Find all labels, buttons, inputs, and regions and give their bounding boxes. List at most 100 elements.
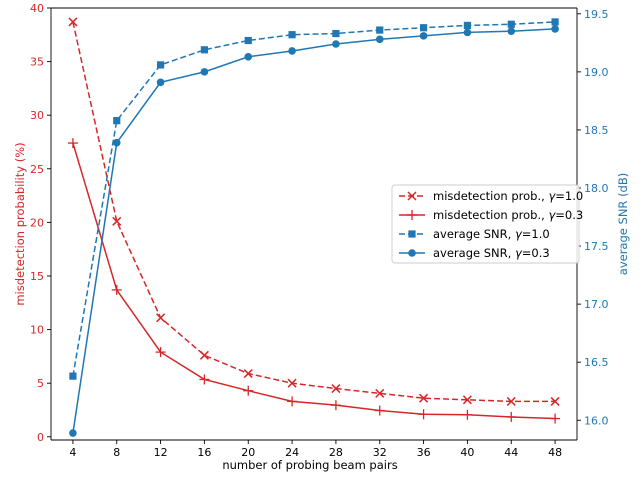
series-3-point xyxy=(288,31,296,39)
legend-marker xyxy=(408,249,416,257)
legend-marker xyxy=(408,230,416,238)
y-right-tick-label: 18.5 xyxy=(584,124,609,137)
legend: misdetection prob., γ=1.0 misdetection pr… xyxy=(391,184,583,264)
y-right-tick-label: 17.0 xyxy=(584,298,609,311)
series-1-point xyxy=(331,384,341,394)
legend-item-1: misdetection prob., γ=1.0 xyxy=(399,189,583,203)
series-4-point xyxy=(288,47,296,55)
y-axis-right: 16.0 16.5 17.0 17.5 18.0 18.5 19.0 19.5 xyxy=(577,8,609,427)
y-right-tick-label: 19.5 xyxy=(584,8,609,21)
legend-label: average SNR, γ=0.3 xyxy=(433,246,550,260)
series-2-point xyxy=(418,409,429,420)
x-axis-label: number of probing beam pairs xyxy=(222,458,397,472)
series-layer xyxy=(67,17,561,437)
plot-area xyxy=(50,7,578,441)
series-1-point xyxy=(375,388,385,398)
series-2-point xyxy=(330,400,341,411)
y-left-tick-label: 0 xyxy=(37,431,44,444)
series-1-point xyxy=(462,395,472,405)
series-4-point xyxy=(244,52,253,61)
series-3-point xyxy=(244,36,252,45)
series-4-point xyxy=(375,35,384,44)
series-4-point xyxy=(332,40,340,48)
x-tick-label: 12 xyxy=(154,446,168,459)
x-tick-label: 4 xyxy=(69,446,76,459)
series-2-point xyxy=(67,138,78,149)
series-3-point xyxy=(156,61,165,69)
series-1-line xyxy=(72,21,556,403)
y-left-tick-label: 15 xyxy=(30,270,44,283)
series-2-point xyxy=(287,396,298,407)
series-1-point xyxy=(550,396,560,406)
series-2-point xyxy=(462,409,473,420)
series-4-point xyxy=(419,32,428,40)
series-1-point xyxy=(68,17,78,27)
series-2-point xyxy=(111,284,122,295)
series-2-point xyxy=(550,413,561,424)
series-1 xyxy=(68,17,560,406)
series-3-point xyxy=(419,24,428,32)
legend-marker xyxy=(407,191,417,201)
y-left-tick-label: 40 xyxy=(30,2,44,15)
series-3-point xyxy=(69,372,77,380)
series-3-point xyxy=(113,117,121,125)
series-2-point xyxy=(506,411,517,422)
x-tick-label: 48 xyxy=(548,446,562,459)
legend-label: misdetection prob., γ=1.0 xyxy=(433,189,583,203)
y-left-tick-label: 10 xyxy=(30,324,44,337)
y-left-tick-label: 35 xyxy=(30,56,44,69)
series-1-point xyxy=(156,313,166,323)
x-tick-label: 24 xyxy=(285,446,299,459)
series-3-point xyxy=(200,46,209,54)
x-axis: 4 8 12 16 20 24 28 32 36 40 44 48 xyxy=(69,440,562,459)
series-4-point xyxy=(69,429,77,437)
legend-label: misdetection prob., γ=0.3 xyxy=(433,208,583,222)
series-4-point xyxy=(463,28,472,37)
x-tick-label: 16 xyxy=(197,446,211,459)
x-tick-label: 40 xyxy=(460,446,474,459)
series-2 xyxy=(67,138,561,424)
series-2-line xyxy=(72,142,556,420)
series-2-point xyxy=(243,385,254,396)
y-axis-right-label: average SNR (dB) xyxy=(616,173,630,275)
x-tick-label: 36 xyxy=(417,446,431,459)
legend-item-2: misdetection prob., γ=0.3 xyxy=(399,208,583,222)
series-1-point xyxy=(419,393,429,403)
y-right-tick-label: 19.0 xyxy=(584,66,609,79)
series-4-point xyxy=(156,78,165,87)
series-2-point xyxy=(374,405,385,416)
y-left-tick-label: 25 xyxy=(30,163,44,176)
series-4-point xyxy=(551,25,559,33)
series-1-point xyxy=(199,350,209,360)
y-right-tick-label: 16.5 xyxy=(584,356,609,369)
legend-item-4: average SNR, γ=0.3 xyxy=(399,246,550,260)
series-3-point xyxy=(551,18,559,26)
series-1-point xyxy=(506,396,516,406)
x-tick-label: 44 xyxy=(504,446,518,459)
y-left-tick-label: 30 xyxy=(30,109,44,122)
legend-box xyxy=(391,184,580,264)
y-left-tick-label: 20 xyxy=(30,216,44,229)
y-left-tick-label: 5 xyxy=(37,377,44,390)
series-3 xyxy=(69,18,559,380)
y-axis-left-label: misdetection probability (%) xyxy=(13,142,27,305)
series-3-line xyxy=(72,21,556,377)
series-4-point xyxy=(507,27,516,36)
y-right-tick-label: 17.5 xyxy=(584,240,609,253)
x-tick-label: 20 xyxy=(241,446,255,459)
series-4 xyxy=(69,25,559,437)
series-3-point xyxy=(332,29,340,38)
series-4-point xyxy=(112,138,121,147)
series-2-point xyxy=(155,347,166,358)
series-2-point xyxy=(199,374,210,385)
series-1-point xyxy=(243,369,253,379)
series-3-point xyxy=(376,26,384,34)
legend-marker xyxy=(407,210,417,220)
y-right-tick-label: 16.0 xyxy=(584,414,609,427)
x-tick-label: 8 xyxy=(113,446,120,459)
y-right-tick-label: 18.0 xyxy=(584,182,609,195)
legend-item-3: average SNR, γ=1.0 xyxy=(399,227,550,241)
series-3-point xyxy=(507,20,515,28)
series-3-point xyxy=(463,21,472,30)
